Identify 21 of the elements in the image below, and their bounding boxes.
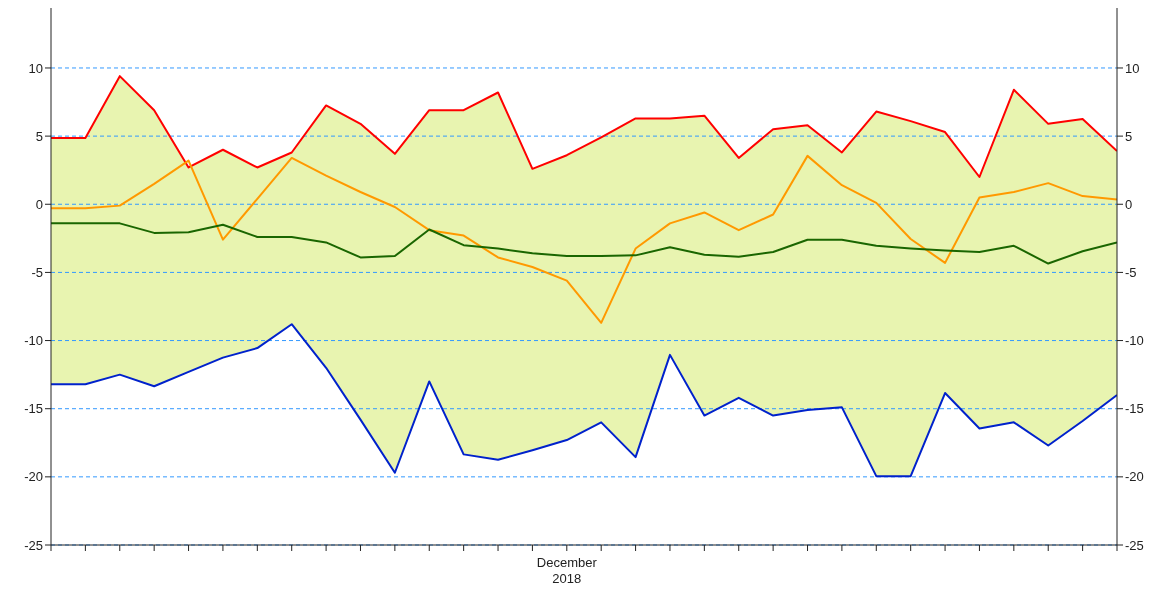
line-series: [51, 154, 1117, 324]
y2-tick-label: -10: [1125, 333, 1144, 349]
y-tick-label: -25: [24, 537, 43, 553]
line-series: [51, 222, 1117, 265]
line-series: [51, 323, 1117, 478]
y2-tick-label: 0: [1125, 196, 1133, 212]
y2-tick-label: -5: [1125, 265, 1137, 281]
y-tick-label: -10: [24, 333, 43, 349]
y2-tick-label: 5: [1125, 128, 1133, 144]
y2-tick-label: -15: [1125, 401, 1144, 417]
y2-tick-label: -20: [1125, 469, 1144, 485]
y2-tick-label: -25: [1125, 537, 1144, 553]
y-tick-label: 0: [35, 196, 43, 212]
x-tick-label: December 2018: [536, 555, 598, 586]
line-series: [51, 75, 1117, 179]
y-tick-label: -20: [24, 469, 43, 485]
y-tick-label: -15: [24, 401, 43, 417]
y-tick-label: -5: [31, 265, 43, 281]
y-tick-label: 10: [28, 60, 43, 76]
y2-tick-label: 10: [1125, 60, 1140, 76]
y-tick-label: 5: [35, 128, 43, 144]
